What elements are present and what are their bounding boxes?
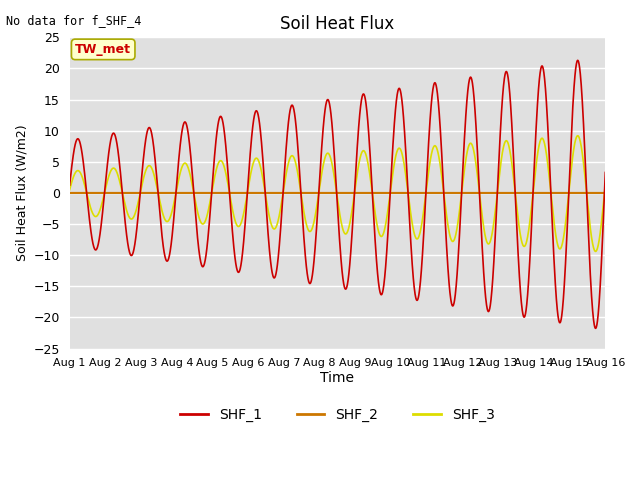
Text: No data for f_SHF_4: No data for f_SHF_4 bbox=[6, 14, 142, 27]
X-axis label: Time: Time bbox=[321, 371, 355, 385]
Legend: SHF_1, SHF_2, SHF_3: SHF_1, SHF_2, SHF_3 bbox=[175, 402, 500, 428]
Text: TW_met: TW_met bbox=[76, 43, 131, 56]
Y-axis label: Soil Heat Flux (W/m2): Soil Heat Flux (W/m2) bbox=[15, 125, 28, 261]
Title: Soil Heat Flux: Soil Heat Flux bbox=[280, 15, 395, 33]
